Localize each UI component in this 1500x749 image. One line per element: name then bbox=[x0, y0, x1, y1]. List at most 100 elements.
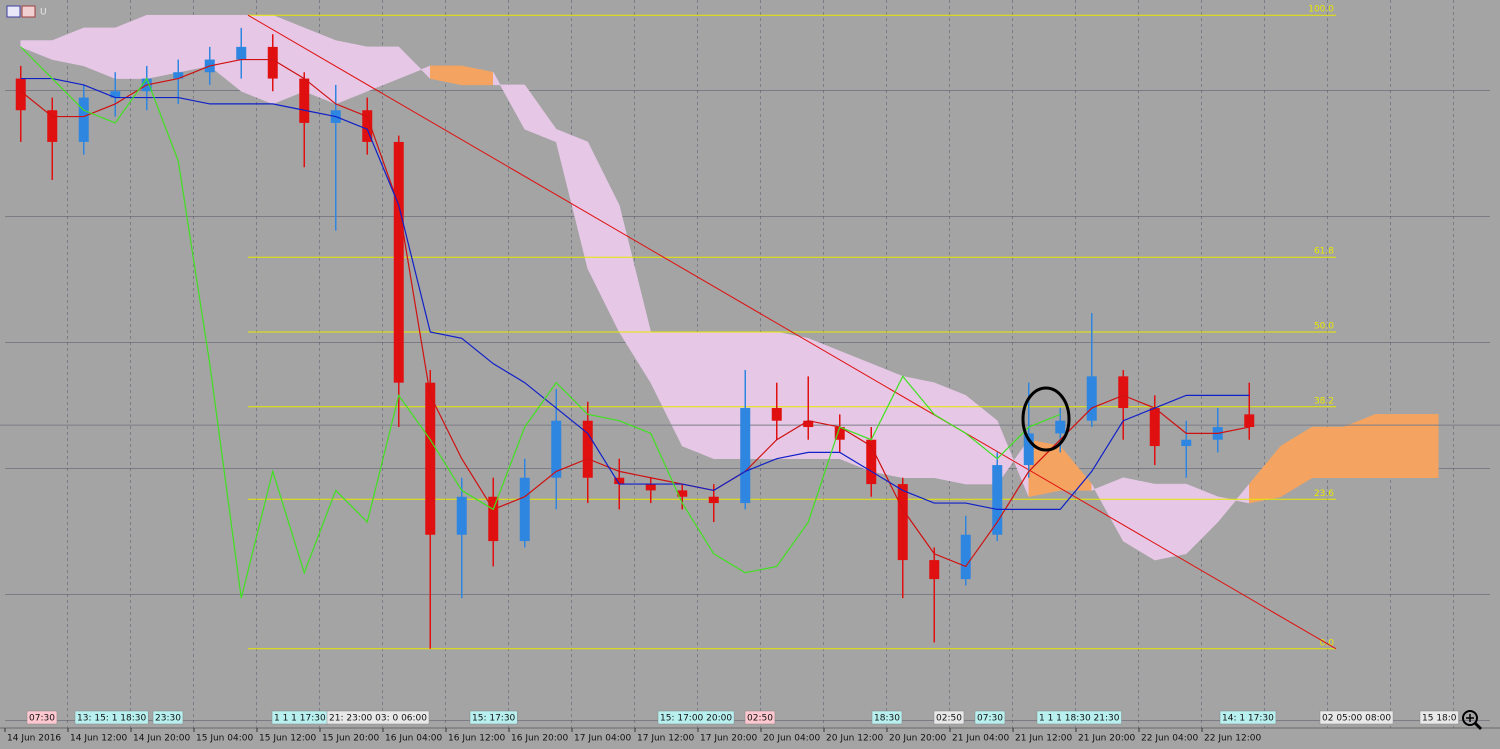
fib-label: 38.2 bbox=[1314, 396, 1334, 406]
fib-label: 100.0 bbox=[1308, 5, 1334, 15]
candle-body bbox=[236, 46, 247, 60]
event-label: 13: 15: 1 18:30 bbox=[77, 714, 146, 724]
trend-line bbox=[247, 14, 1337, 650]
indicator-line bbox=[20, 77, 1250, 511]
cloud-segment bbox=[1249, 445, 1281, 504]
x-tick-label: 21 Jun 12:00 bbox=[1015, 734, 1072, 744]
cloud-segment bbox=[430, 65, 462, 86]
cloud-segment bbox=[587, 141, 620, 333]
candle-body bbox=[866, 439, 877, 485]
event-label: 15 18:0 bbox=[1422, 714, 1457, 724]
cloud-segment bbox=[83, 27, 116, 79]
x-tick-label: 16 Jun 20:00 bbox=[511, 734, 568, 744]
event-label: 02 05:00 08:00 bbox=[1322, 714, 1391, 724]
candle-body bbox=[47, 110, 58, 142]
cloud-segment bbox=[493, 72, 525, 130]
candle-body bbox=[299, 78, 310, 123]
event-label-box bbox=[1036, 710, 1122, 725]
cloud-segment bbox=[335, 40, 368, 105]
layers: 100.061.850.038.223.60.0 bbox=[0, 5, 1500, 650]
cloud-segment bbox=[524, 84, 557, 143]
candle-body bbox=[803, 420, 814, 428]
chart-title: U bbox=[40, 8, 47, 18]
event-label: 15: 17:30 bbox=[472, 714, 516, 724]
candle-body bbox=[173, 72, 184, 79]
window-icon bbox=[21, 5, 36, 18]
cloud-segment bbox=[556, 128, 588, 269]
candle-body bbox=[393, 141, 404, 383]
candle-body bbox=[582, 420, 593, 478]
indicator-line bbox=[20, 58, 1250, 568]
candle-body bbox=[897, 484, 908, 561]
candle-body bbox=[1149, 408, 1160, 447]
x-tick-label: 17 Jun 20:00 bbox=[700, 734, 757, 744]
candle-body bbox=[960, 534, 971, 580]
cloud-segment bbox=[52, 27, 84, 67]
window-icon bbox=[6, 5, 21, 18]
candle-body bbox=[15, 78, 26, 111]
x-tick-label: 20 Jun 12:00 bbox=[826, 734, 883, 744]
x-tick-label: 14 Jun 2016 bbox=[7, 734, 61, 744]
cloud-segment bbox=[367, 46, 399, 92]
x-tick-label: 20 Jun 04:00 bbox=[763, 734, 820, 744]
cloud-segment bbox=[902, 376, 935, 478]
candle-body bbox=[1118, 376, 1129, 409]
cloud-segment bbox=[1343, 414, 1376, 478]
event-label-box bbox=[152, 710, 184, 725]
x-tick-label: 22 Jun 04:00 bbox=[1141, 734, 1198, 744]
cloud-segment bbox=[1123, 477, 1155, 561]
event-label: 18:30 bbox=[874, 714, 900, 724]
indicator-line bbox=[20, 46, 1061, 599]
cloud-segment bbox=[1406, 414, 1439, 478]
candle-body bbox=[929, 560, 940, 580]
candle-body bbox=[362, 110, 373, 142]
x-tick-label: 17 Jun 12:00 bbox=[637, 734, 694, 744]
event-label: 07:30 bbox=[977, 714, 1003, 724]
zoom-icon[interactable] bbox=[1462, 710, 1483, 731]
event-label: 02:50 bbox=[747, 714, 773, 724]
event-label-box bbox=[871, 710, 903, 725]
event-label-box bbox=[326, 710, 430, 725]
x-tick-label: 20 Jun 20:00 bbox=[889, 734, 946, 744]
candle-body bbox=[425, 382, 436, 535]
candle-body bbox=[488, 496, 499, 542]
candle-body bbox=[708, 496, 719, 504]
candle-body bbox=[519, 477, 530, 542]
event-label: 1 1 1 17:30 bbox=[274, 714, 326, 724]
x-tick-label: 15 Jun 12:00 bbox=[259, 734, 316, 744]
x-tick-label: 21 Jun 04:00 bbox=[952, 734, 1009, 744]
candle-body bbox=[992, 465, 1003, 535]
fib-label: 50.0 bbox=[1314, 322, 1334, 332]
cloud-segment bbox=[115, 14, 147, 79]
x-tick-label: 16 Jun 12:00 bbox=[448, 734, 505, 744]
event-label-box bbox=[933, 710, 965, 725]
event-label-box bbox=[1219, 710, 1277, 725]
candle-body bbox=[677, 490, 688, 497]
candle-body bbox=[834, 427, 845, 440]
cloud-segment bbox=[20, 40, 53, 60]
cloud-segment bbox=[650, 331, 683, 447]
candle-body bbox=[740, 408, 751, 504]
cloud-segment bbox=[1154, 483, 1187, 561]
cloud-segment bbox=[146, 14, 179, 79]
event-label: 14: 1 17:30 bbox=[1222, 714, 1274, 724]
event-label: 1 1 1 18:30 21:30 bbox=[1039, 714, 1120, 724]
event-label-box bbox=[1419, 710, 1459, 725]
fib-label: 23.6 bbox=[1314, 489, 1334, 499]
cloud-segment bbox=[1280, 426, 1313, 498]
candle-body bbox=[645, 484, 656, 491]
x-tick-label: 17 Jun 04:00 bbox=[574, 734, 631, 744]
cloud-segment bbox=[398, 46, 431, 80]
candle-body bbox=[551, 420, 562, 478]
cloud-segment bbox=[934, 382, 966, 485]
candle-body bbox=[456, 496, 467, 535]
candle-body bbox=[614, 477, 625, 485]
event-label-box bbox=[469, 710, 518, 725]
fib-label: 61.8 bbox=[1314, 247, 1334, 257]
candle-body bbox=[1023, 433, 1034, 466]
candle-body bbox=[1086, 376, 1097, 421]
candle-body bbox=[1055, 420, 1066, 434]
cloud-segment bbox=[1186, 483, 1218, 555]
